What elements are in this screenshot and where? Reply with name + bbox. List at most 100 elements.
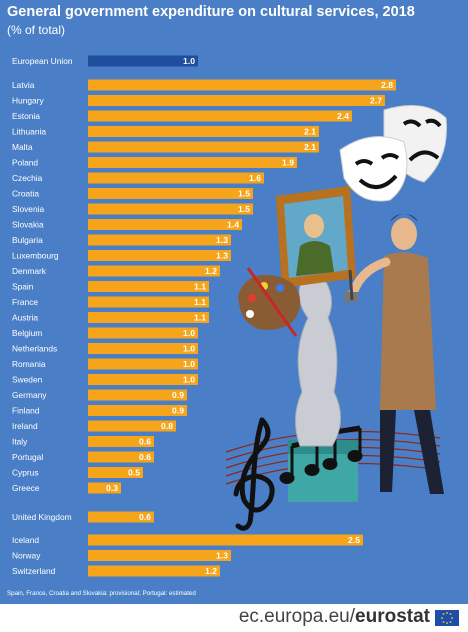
sculptor-icon	[344, 214, 444, 494]
value-label-estonia: 2.4	[337, 111, 349, 121]
category-label-hungary: Hungary	[12, 96, 44, 106]
value-label-italy: 0.6	[139, 437, 151, 447]
bar-romania	[88, 358, 198, 370]
category-label-croatia: Croatia	[12, 189, 39, 199]
category-label-iceland: Iceland	[12, 535, 39, 545]
category-label-poland: Poland	[12, 158, 38, 168]
bar-bulgaria	[88, 234, 231, 246]
value-label-finland: 0.9	[172, 406, 184, 416]
bar-slovenia	[88, 203, 253, 215]
value-label-bulgaria: 1.3	[216, 235, 228, 245]
category-label-greece: Greece	[12, 483, 40, 493]
value-label-united-kingdom: 0.6	[139, 512, 151, 522]
category-label-estonia: Estonia	[12, 111, 40, 121]
value-label-czechia: 1.6	[249, 173, 261, 183]
bar-hungary	[88, 95, 385, 106]
value-label-hungary: 2.7	[370, 96, 382, 106]
value-label-malta: 2.1	[304, 142, 316, 152]
category-label-cyprus: Cyprus	[12, 468, 39, 478]
category-label-european-union: European Union	[12, 56, 73, 66]
category-label-luxembourg: Luxembourg	[12, 251, 59, 261]
bar-malta	[88, 141, 319, 153]
category-label-slovenia: Slovenia	[12, 204, 44, 214]
category-label-finland: Finland	[12, 406, 40, 416]
category-label-lithuania: Lithuania	[12, 127, 46, 137]
category-label-netherlands: Netherlands	[12, 344, 57, 354]
bar-iceland	[88, 534, 363, 546]
value-label-switzerland: 1.2	[205, 566, 217, 576]
category-label-sweden: Sweden	[12, 375, 43, 385]
value-label-poland: 1.9	[282, 158, 294, 168]
value-label-slovenia: 1.5	[238, 204, 250, 214]
category-label-czechia: Czechia	[12, 173, 43, 183]
bar-united-kingdom	[88, 511, 154, 523]
footnote: Spain, France, Croatia and Slovakia: pro…	[7, 590, 196, 597]
eu-flag-icon	[435, 610, 459, 626]
value-label-cyprus: 0.5	[128, 468, 140, 478]
bar-luxembourg	[88, 250, 231, 261]
bar-czechia	[88, 172, 264, 184]
bar-finland	[88, 405, 187, 416]
bar-greece	[88, 482, 121, 494]
category-label-romania: Romania	[12, 359, 46, 369]
bar-poland	[88, 157, 297, 168]
bar-sweden	[88, 374, 198, 385]
bar-belgium	[88, 327, 198, 339]
value-label-sweden: 1.0	[183, 375, 195, 385]
value-label-latvia: 2.8	[381, 80, 393, 90]
value-label-ireland: 0.8	[161, 421, 173, 431]
culture-illustration	[225, 105, 448, 531]
bar-austria	[88, 312, 209, 323]
bar-cyprus	[88, 467, 143, 478]
category-label-malta: Malta	[12, 142, 33, 152]
value-label-france: 1.1	[194, 297, 206, 307]
category-label-switzerland: Switzerland	[12, 566, 56, 576]
category-label-bulgaria: Bulgaria	[12, 235, 43, 245]
bar-france	[88, 296, 209, 308]
category-label-united-kingdom: United Kingdom	[12, 512, 72, 522]
category-label-germany: Germany	[12, 390, 47, 400]
bar-germany	[88, 389, 187, 401]
bar-norway	[88, 550, 231, 561]
value-label-european-union: 1.0	[183, 56, 195, 66]
site-prefix: ec.europa.eu/	[238, 606, 356, 627]
bar-lithuania	[88, 126, 319, 137]
category-label-belgium: Belgium	[12, 328, 42, 338]
value-label-belgium: 1.0	[183, 328, 195, 338]
category-label-norway: Norway	[12, 551, 41, 561]
bar-spain	[88, 281, 209, 292]
bar-croatia	[88, 188, 253, 199]
value-label-netherlands: 1.0	[183, 344, 195, 354]
site-brand: eurostat	[355, 606, 430, 627]
bar-latvia	[88, 79, 396, 91]
value-label-lithuania: 2.1	[304, 127, 316, 137]
footer: ec.europa.eu/eurostat	[0, 604, 468, 632]
treble-clef-icon	[233, 417, 275, 531]
chart-title: General government expenditure on cultur…	[7, 4, 415, 20]
bar-italy	[88, 436, 154, 447]
palette-icon	[238, 267, 301, 337]
category-label-spain: Spain	[12, 282, 34, 292]
value-label-romania: 1.0	[183, 359, 195, 369]
category-label-denmark: Denmark	[12, 266, 47, 276]
value-label-denmark: 1.2	[205, 266, 217, 276]
category-label-latvia: Latvia	[12, 80, 35, 90]
bar-portugal	[88, 451, 154, 463]
bar-ireland	[88, 420, 176, 432]
bar-netherlands	[88, 343, 198, 354]
site-url[interactable]: ec.europa.eu/eurostat	[239, 606, 430, 628]
bar-slovakia	[88, 219, 242, 230]
statue-icon	[295, 278, 341, 447]
theater-masks-icon	[339, 105, 448, 202]
value-label-greece: 0.3	[106, 483, 118, 493]
category-label-austria: Austria	[12, 313, 38, 323]
category-label-slovakia: Slovakia	[12, 220, 44, 230]
value-label-croatia: 1.5	[238, 189, 250, 199]
value-label-norway: 1.3	[216, 551, 228, 561]
value-label-spain: 1.1	[194, 282, 206, 292]
value-label-austria: 1.1	[194, 313, 206, 323]
category-label-italy: Italy	[12, 437, 28, 447]
bar-estonia	[88, 110, 352, 122]
chart-subtitle: (% of total)	[7, 23, 66, 37]
